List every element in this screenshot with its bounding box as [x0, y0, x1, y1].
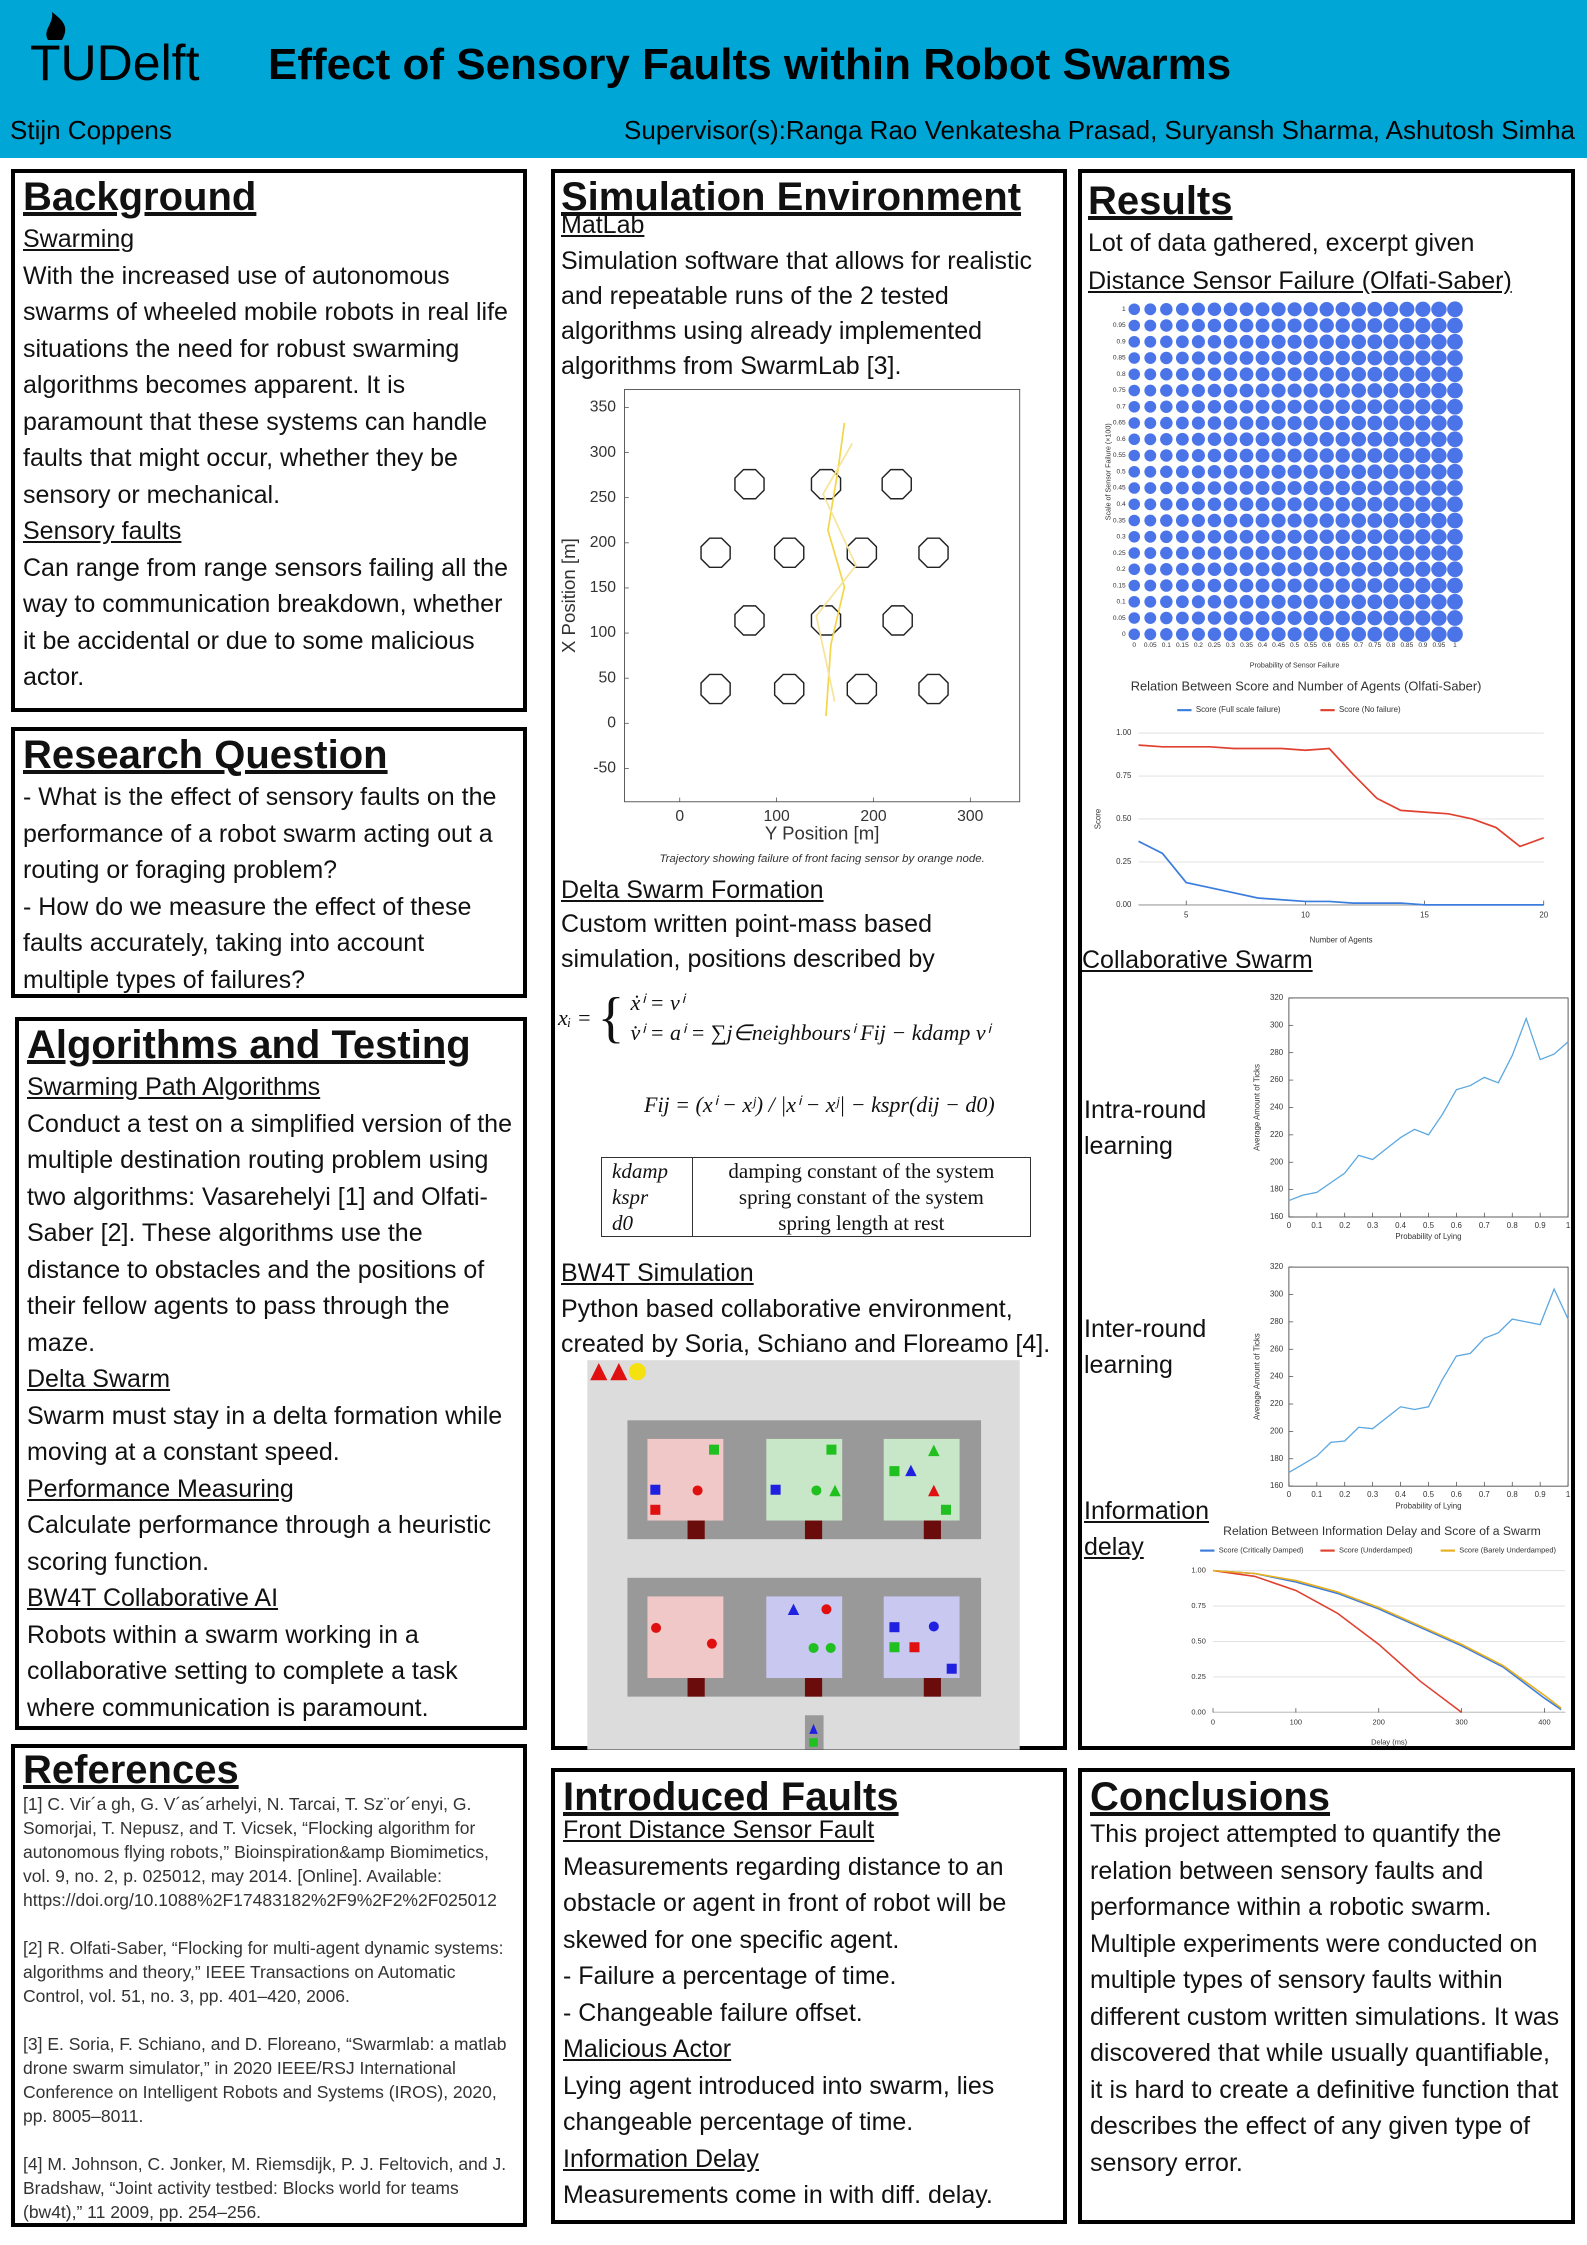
chart-label: Inter-round learning — [1084, 1315, 1207, 1379]
reference: [4] M. Johnson, C. Jonker, M. Riemsdijk,… — [23, 2154, 507, 2222]
description: spring constant of the system — [738, 1185, 984, 1209]
subtitle: Distance Sensor Failure (Olfati-Saber) — [1088, 267, 1512, 295]
paragraph: Robots within a swarm working in a colla… — [27, 1620, 458, 1722]
question: - What is the effect of sensory faults o… — [23, 783, 497, 884]
paragraph: With the increased use of autonomous swa… — [23, 261, 508, 509]
poster-title: Effect of Sensory Faults within Robot Sw… — [268, 40, 1232, 89]
research-question-section: Research Question - What is the effect o… — [11, 727, 527, 998]
subtitle: Delta Swarm — [27, 1365, 171, 1393]
paragraph: Conduct a test on a simplified version o… — [27, 1109, 512, 1357]
question: - How do we measure the effect of these … — [23, 892, 472, 994]
equation-force: Fij = (xⁱ − xʲ) / |xⁱ − xʲ| − kspr(dij −… — [644, 1092, 995, 1117]
subtitle: Swarming Path Algorithms — [27, 1073, 321, 1101]
subtitle: Delta Swarm Formation — [561, 876, 824, 904]
paragraph: Simulation software that allows for real… — [561, 247, 1033, 380]
subtitle: Performance Measuring — [27, 1474, 294, 1503]
faults-section: Introduced Faults Front Distance Sensor … — [551, 1768, 1067, 2224]
paragraph: Measurements regarding distance to an ob… — [563, 1852, 1007, 1954]
subtitle: BW4T Simulation — [561, 1259, 754, 1287]
chart-label: Information delay — [1084, 1497, 1210, 1561]
reference: [3] E. Soria, F. Schiano, and D. Florean… — [23, 2034, 507, 2126]
equation-position: xᵢ = { ẋⁱ = vⁱ v̇ⁱ = aⁱ = ∑j∈neighboursⁱ … — [558, 988, 990, 1048]
section-title: Conclusions — [1090, 1775, 1331, 1819]
paragraph: - Changeable failure offset. — [563, 1998, 863, 2027]
subtitle: Swarming — [23, 225, 135, 253]
paragraph: Measurements come in with diff. delay. — [563, 2181, 993, 2209]
author: Stijn Coppens — [10, 115, 172, 145]
algorithms-section: Algorithms and Testing Swarming Path Alg… — [15, 1017, 527, 1730]
section-title: Background — [23, 175, 257, 219]
symbol: kdamp — [601, 1157, 693, 1184]
simulation-section: Simulation Environment MatLab Simulation… — [551, 169, 1067, 1750]
conclusions-section: Conclusions This project attempted to qu… — [1078, 1768, 1575, 2224]
paragraph: - Failure a percentage of time. — [563, 1962, 897, 1990]
constants-table: kdamp damping constant of the system kspr… — [601, 1157, 1031, 1237]
paragraph: Lot of data gathered, excerpt given — [1088, 229, 1475, 257]
logo-flame — [46, 12, 66, 40]
paragraph: Custom written point-mass based simulati… — [561, 910, 935, 973]
paragraph: Lying agent introduced into swarm, lies … — [563, 2071, 995, 2137]
subtitle: BW4T Collaborative AI — [27, 1584, 279, 1612]
paragraph: Can range from range sensors failing all… — [23, 553, 508, 692]
section-title: Research Question — [23, 733, 388, 777]
symbol: kspr — [601, 1184, 693, 1210]
reference: [1] C. Vir´a gh, G. V´as´arhelyi, N. Tar… — [23, 1794, 497, 1910]
symbol: d0 — [601, 1210, 693, 1237]
paragraph: This project attempted to quantify the r… — [1090, 1820, 1560, 2177]
description: spring length at rest — [778, 1211, 945, 1235]
header: TUDelft Effect of Sensory Faults within … — [0, 0, 1587, 158]
equation-line: ẋⁱ = vⁱ — [630, 990, 684, 1015]
equation-cases: ẋⁱ = vⁱ v̇ⁱ = aⁱ = ∑j∈neighboursⁱ Fij − k… — [630, 988, 989, 1048]
equation-line: v̇ⁱ = aⁱ = ∑j∈neighboursⁱ Fij − kdamp vⁱ — [630, 1020, 990, 1045]
paragraph: Python based collaborative environment, … — [561, 1295, 1051, 1358]
brace: { — [597, 987, 625, 1049]
section-title: Algorithms and Testing — [27, 1023, 471, 1067]
logo: TUDelft — [30, 35, 200, 91]
equation-lhs: xᵢ = — [558, 1005, 592, 1030]
subtitle: MatLab — [561, 211, 645, 239]
subtitle: Information Delay — [563, 2144, 759, 2173]
description: damping constant of the system — [728, 1159, 995, 1183]
references-section: References [1] C. Vir´a gh, G. V´as´arhe… — [11, 1744, 527, 2227]
subtitle: Sensory faults — [23, 517, 182, 545]
subtitle: Malicious Actor — [563, 2035, 732, 2063]
paragraph: Swarm must stay in a delta formation whi… — [27, 1401, 503, 1467]
chart-label: Intra-round learning — [1084, 1096, 1207, 1160]
subtitle: Front Distance Sensor Fault — [563, 1816, 875, 1844]
subtitle: Collaborative Swarm — [1082, 946, 1313, 974]
supervisors: Supervisor(s):Ranga Rao Venkatesha Prasa… — [624, 115, 1575, 145]
section-title: Introduced Faults — [563, 1775, 899, 1819]
section-title: References — [23, 1748, 239, 1792]
paragraph: Calculate performance through a heuristi… — [27, 1511, 492, 1576]
reference: [2] R. Olfati-Saber, “Flocking for multi… — [23, 1938, 504, 2006]
section-title: Simulation Environment — [561, 175, 1022, 219]
section-title: Results — [1088, 179, 1233, 223]
results-section: Results Lot of data gathered, excerpt gi… — [1078, 169, 1575, 1750]
background-section: Background Swarming With the increased u… — [11, 169, 527, 712]
